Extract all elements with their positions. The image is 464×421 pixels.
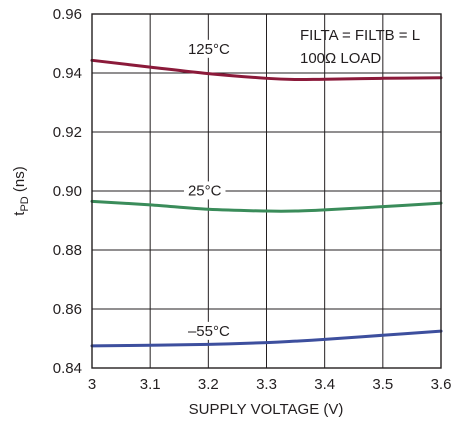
series-label: –55°C <box>188 323 230 340</box>
annotation-filter-setting: FILTA = FILTB = L <box>300 27 420 44</box>
x-tick-label: 3.1 <box>140 376 161 393</box>
y-axis-title-subscript: PD <box>19 196 31 211</box>
y-axis-title-unit: (ns) <box>11 166 28 196</box>
series-line-125C <box>90 58 443 82</box>
y-axis-title-main: t <box>11 211 28 216</box>
y-tick-labels: 0.84 0.86 0.88 0.90 0.92 0.94 0.96 <box>53 6 82 377</box>
x-axis-title: SUPPLY VOLTAGE (V) <box>189 401 344 418</box>
y-tick-label: 0.84 <box>53 360 82 377</box>
x-tick-label: 3.5 <box>372 376 393 393</box>
y-axis-title: tPD (ns) <box>11 166 31 215</box>
x-tick-label: 3.3 <box>256 376 277 393</box>
series-label: 25°C <box>188 182 222 199</box>
y-tick-label: 0.86 <box>53 301 82 318</box>
x-tick-labels: 3 3.1 3.2 3.3 3.4 3.5 3.6 <box>88 376 452 393</box>
series-label: 125°C <box>188 41 230 58</box>
series-label-background <box>183 181 226 200</box>
x-tick-label: 3.6 <box>431 376 452 393</box>
plot-frame <box>91 13 442 369</box>
x-tick-label: 3.2 <box>198 376 219 393</box>
y-tick-label: 0.88 <box>53 242 82 259</box>
y-tick-label: 0.90 <box>53 183 82 200</box>
y-tick-label: 0.92 <box>53 124 82 141</box>
y-tick-label: 0.96 <box>53 6 82 23</box>
annotation-load: 100Ω LOAD <box>300 50 381 67</box>
series-lines <box>90 58 443 348</box>
series-labels: 125°C 25°C –55°C <box>183 39 234 340</box>
x-tick-label: 3.4 <box>314 376 335 393</box>
series-label-background <box>183 321 234 340</box>
series-label-background <box>183 39 234 58</box>
series-line-25C <box>90 199 443 213</box>
x-tick-label: 3 <box>88 376 96 393</box>
plot-frame-layer <box>91 13 442 369</box>
series-line-55C <box>90 329 443 348</box>
y-tick-label: 0.94 <box>53 65 82 82</box>
